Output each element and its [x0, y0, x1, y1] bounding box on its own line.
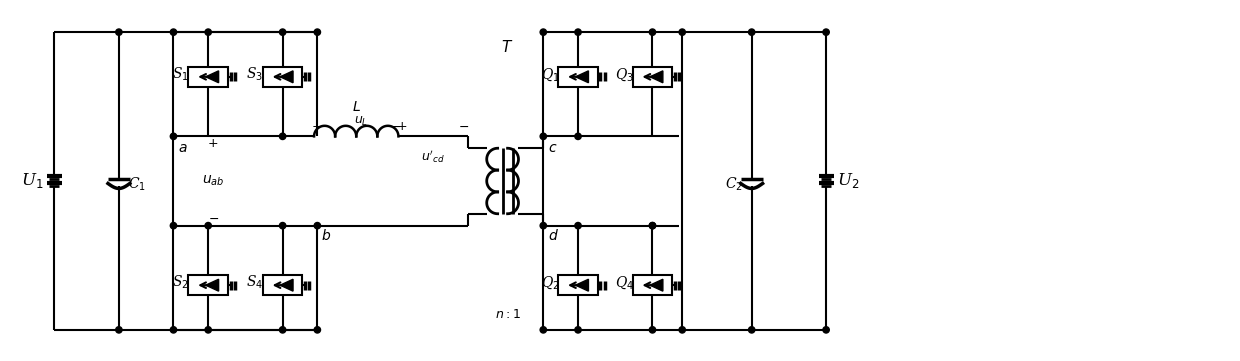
Circle shape — [314, 327, 320, 333]
Text: $d$: $d$ — [548, 228, 559, 243]
Text: $-$: $-$ — [459, 120, 470, 133]
Bar — [632, 275, 672, 295]
Polygon shape — [280, 71, 293, 83]
Circle shape — [575, 327, 582, 333]
Circle shape — [575, 133, 582, 139]
Circle shape — [680, 327, 686, 333]
Circle shape — [541, 29, 547, 35]
Circle shape — [314, 222, 320, 229]
Text: $T$: $T$ — [501, 39, 513, 55]
Bar — [558, 275, 598, 295]
Text: $u_{ab}$: $u_{ab}$ — [202, 174, 224, 188]
Text: $b$: $b$ — [321, 228, 331, 243]
Text: +: + — [208, 137, 218, 150]
Polygon shape — [206, 279, 218, 291]
Circle shape — [279, 327, 285, 333]
Text: S$_1$: S$_1$ — [172, 66, 188, 83]
Circle shape — [541, 133, 547, 139]
Circle shape — [205, 222, 211, 229]
Text: $u_L$: $u_L$ — [355, 115, 368, 129]
Text: Q$_4$: Q$_4$ — [615, 274, 634, 291]
Circle shape — [575, 222, 582, 229]
Text: +: + — [311, 120, 322, 133]
Text: S$_4$: S$_4$ — [247, 274, 263, 291]
Circle shape — [170, 29, 176, 35]
Circle shape — [650, 29, 656, 35]
Polygon shape — [650, 279, 663, 291]
Circle shape — [823, 327, 830, 333]
Polygon shape — [206, 71, 218, 83]
Text: C$_1$: C$_1$ — [128, 175, 146, 193]
Circle shape — [749, 29, 755, 35]
Text: $L$: $L$ — [352, 100, 361, 113]
Circle shape — [205, 327, 211, 333]
Circle shape — [680, 29, 686, 35]
Circle shape — [279, 133, 285, 139]
Circle shape — [575, 29, 582, 35]
Bar — [263, 67, 303, 87]
Text: Q$_3$: Q$_3$ — [615, 66, 634, 83]
Text: $n:1$: $n:1$ — [495, 308, 521, 321]
Text: U$_1$: U$_1$ — [21, 171, 43, 191]
Circle shape — [279, 222, 285, 229]
Text: S$_2$: S$_2$ — [172, 274, 188, 291]
Circle shape — [205, 29, 211, 35]
Circle shape — [749, 327, 755, 333]
Text: S$_3$: S$_3$ — [247, 66, 263, 83]
Circle shape — [115, 327, 122, 333]
Text: C$_2$: C$_2$ — [725, 175, 743, 193]
Bar — [188, 67, 228, 87]
Text: Q$_2$: Q$_2$ — [541, 274, 559, 291]
Text: $-$: $-$ — [207, 212, 218, 225]
Polygon shape — [575, 71, 589, 83]
Polygon shape — [575, 279, 589, 291]
Text: $a$: $a$ — [179, 141, 188, 155]
Polygon shape — [650, 71, 663, 83]
Circle shape — [170, 133, 176, 139]
Text: Q$_1$: Q$_1$ — [541, 66, 559, 83]
Circle shape — [115, 29, 122, 35]
Text: $c$: $c$ — [548, 141, 558, 155]
Polygon shape — [280, 279, 293, 291]
Circle shape — [541, 327, 547, 333]
Text: U$_2$: U$_2$ — [837, 171, 859, 191]
Circle shape — [279, 29, 285, 35]
Circle shape — [170, 222, 176, 229]
Circle shape — [650, 222, 656, 229]
Circle shape — [650, 327, 656, 333]
Bar — [558, 67, 598, 87]
Circle shape — [650, 222, 656, 229]
Circle shape — [541, 222, 547, 229]
Bar — [188, 275, 228, 295]
Circle shape — [170, 327, 176, 333]
Text: +: + — [397, 120, 408, 133]
Text: $u'_{cd}$: $u'_{cd}$ — [422, 148, 445, 165]
Circle shape — [823, 29, 830, 35]
Circle shape — [314, 29, 320, 35]
Text: $-$: $-$ — [389, 120, 401, 133]
Bar — [632, 67, 672, 87]
Bar — [263, 275, 303, 295]
